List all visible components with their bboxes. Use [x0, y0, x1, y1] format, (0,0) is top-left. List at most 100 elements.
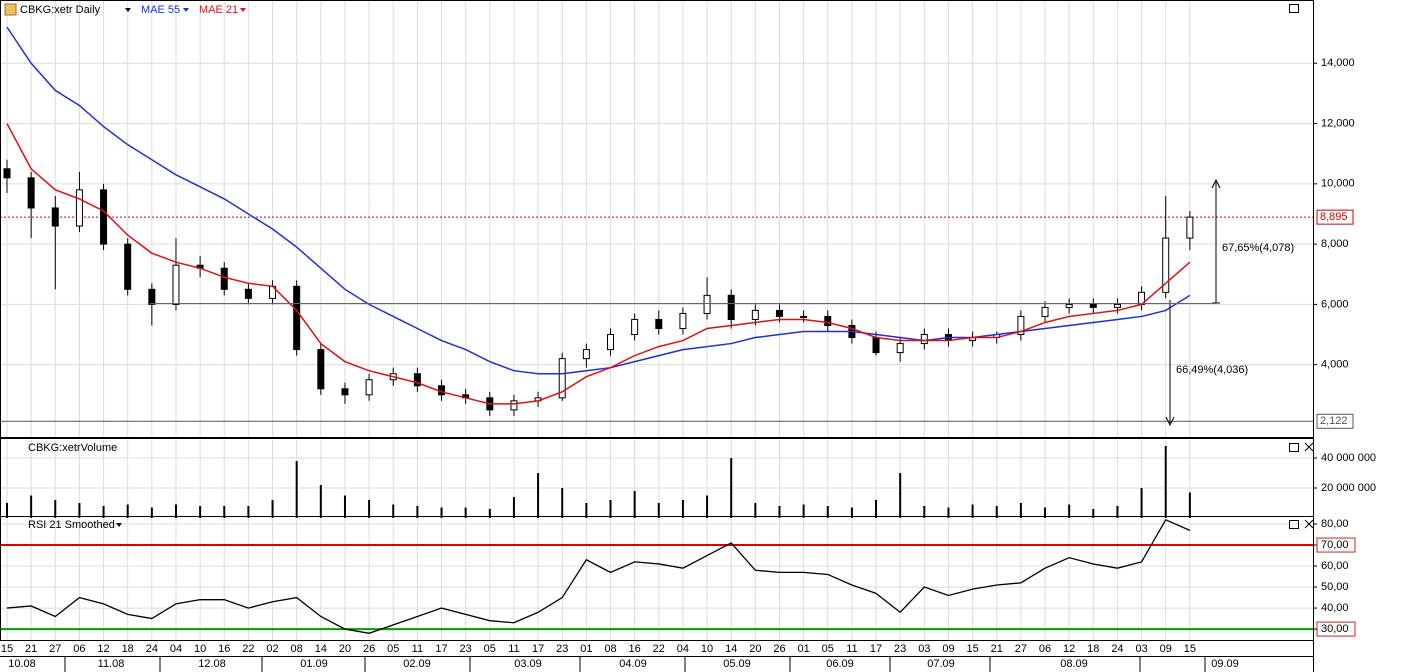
volume-bar	[923, 506, 926, 518]
volume-bar	[561, 488, 564, 518]
candle-body	[413, 373, 421, 387]
x-tick-label: 04	[170, 643, 182, 655]
x-tick-label: 15	[1, 643, 13, 655]
reference-label: 8,895	[1320, 211, 1348, 223]
volume-bar	[440, 507, 443, 518]
x-tick-label: 09	[942, 643, 954, 655]
candle-body	[148, 288, 156, 305]
volume-bar	[850, 507, 853, 518]
x-tick-label: 11	[412, 643, 423, 655]
symbol-title[interactable]: CBKG:xetr Daily	[20, 4, 101, 16]
month-label: 10.08	[8, 658, 36, 670]
x-tick-label: 08	[604, 643, 616, 655]
candle-body	[172, 264, 180, 305]
legend-mae55[interactable]: MAE 55	[141, 4, 180, 16]
reference-label-box	[1316, 209, 1354, 225]
x-tick-label: 01	[797, 643, 809, 655]
candle-body	[244, 288, 252, 299]
rsi-panel	[0, 516, 1314, 641]
maximize-button[interactable]	[1289, 520, 1299, 529]
volume-bar	[537, 473, 540, 518]
month-label: 02.09	[403, 658, 431, 670]
annotation: 67,65%(4,078)	[1222, 242, 1294, 254]
rsi-title: RSI 21 Smoothed	[28, 519, 115, 531]
x-tick-label: 18	[1087, 643, 1099, 655]
candle-body	[365, 379, 373, 396]
x-tick-label: 03	[918, 643, 930, 655]
volume-bar	[899, 473, 902, 518]
candle-body	[896, 343, 904, 354]
candle-body	[607, 334, 614, 351]
x-tick-label: 01	[580, 643, 592, 655]
dropdown-arrow[interactable]	[240, 8, 246, 12]
volume-bar	[54, 500, 57, 518]
close-button[interactable]	[1304, 442, 1314, 452]
maximize-button[interactable]	[1289, 443, 1299, 452]
volume-bar	[1068, 504, 1071, 518]
candle-body	[800, 315, 808, 318]
x-tick-label: 15	[1184, 643, 1196, 655]
volume-bar	[875, 500, 878, 518]
x-tick-label: 08	[291, 643, 303, 655]
x-tick-label: 16	[218, 643, 230, 655]
candle-body	[824, 315, 832, 326]
y-tick-label: 40,00	[1321, 602, 1349, 614]
volume-bar	[6, 503, 8, 518]
x-tick-label: 06	[1039, 643, 1051, 655]
close-button[interactable]	[1304, 519, 1314, 529]
candle-body	[1065, 303, 1073, 308]
candle-body	[1089, 303, 1097, 308]
x-tick-label: 24	[146, 643, 158, 655]
x-tick-label: 22	[242, 643, 254, 655]
dropdown-arrow[interactable]	[125, 8, 131, 12]
x-tick-label: 10	[701, 643, 713, 655]
volume-bar	[730, 458, 733, 518]
legend-mae21[interactable]: MAE 21	[199, 4, 238, 16]
y-tick-label: 20 000 000	[1321, 482, 1376, 494]
candle-body	[775, 309, 783, 317]
x-tick-label: 27	[49, 643, 61, 655]
x-tick-label: 02	[266, 643, 278, 655]
y-tick-label: 30,00	[1321, 623, 1349, 635]
x-tick-label: 20	[749, 643, 761, 655]
x-tick-label: 14	[315, 643, 327, 655]
x-tick-label: 23	[894, 643, 906, 655]
y-tick-label: 80,00	[1321, 518, 1349, 530]
volume-bar	[1116, 506, 1119, 518]
measure-arrow	[1211, 178, 1221, 304]
volume-bar	[126, 504, 129, 518]
candle-body	[679, 312, 687, 330]
volume-bar	[826, 506, 829, 518]
moving-average	[6, 123, 1191, 405]
month-label: 07.09	[927, 658, 955, 670]
candle-body	[920, 334, 928, 345]
price-panel	[0, 0, 1314, 438]
dropdown-arrow[interactable]	[116, 523, 122, 527]
maximize-button[interactable]	[1289, 4, 1299, 13]
candle-body	[1186, 216, 1194, 239]
candle-body	[558, 358, 566, 399]
candle-body	[872, 337, 880, 354]
x-tick-label: 26	[363, 643, 375, 655]
moving-average	[6, 26, 1191, 375]
volume-bar	[199, 506, 202, 518]
x-tick-label: 15	[966, 643, 978, 655]
volume-bar	[319, 485, 322, 518]
month-label: 11.08	[98, 658, 125, 670]
candle-body	[1041, 306, 1049, 317]
x-tick-label: 17	[532, 643, 544, 655]
candle-body	[3, 168, 11, 179]
candle-body	[293, 285, 301, 351]
dropdown-arrow[interactable]	[183, 8, 189, 12]
x-tick-label: 12	[97, 643, 109, 655]
level-label-box	[1316, 537, 1356, 553]
x-tick-label: 17	[435, 643, 447, 655]
candle-body	[75, 189, 83, 227]
y-tick-label: 70,00	[1321, 539, 1349, 551]
volume-bar	[585, 503, 588, 518]
x-tick-label: 27	[1015, 643, 1027, 655]
volume-bar	[971, 504, 974, 518]
y-tick-label: 6,000	[1321, 298, 1349, 310]
candle-body	[341, 388, 349, 396]
x-tick-label: 23	[556, 643, 568, 655]
